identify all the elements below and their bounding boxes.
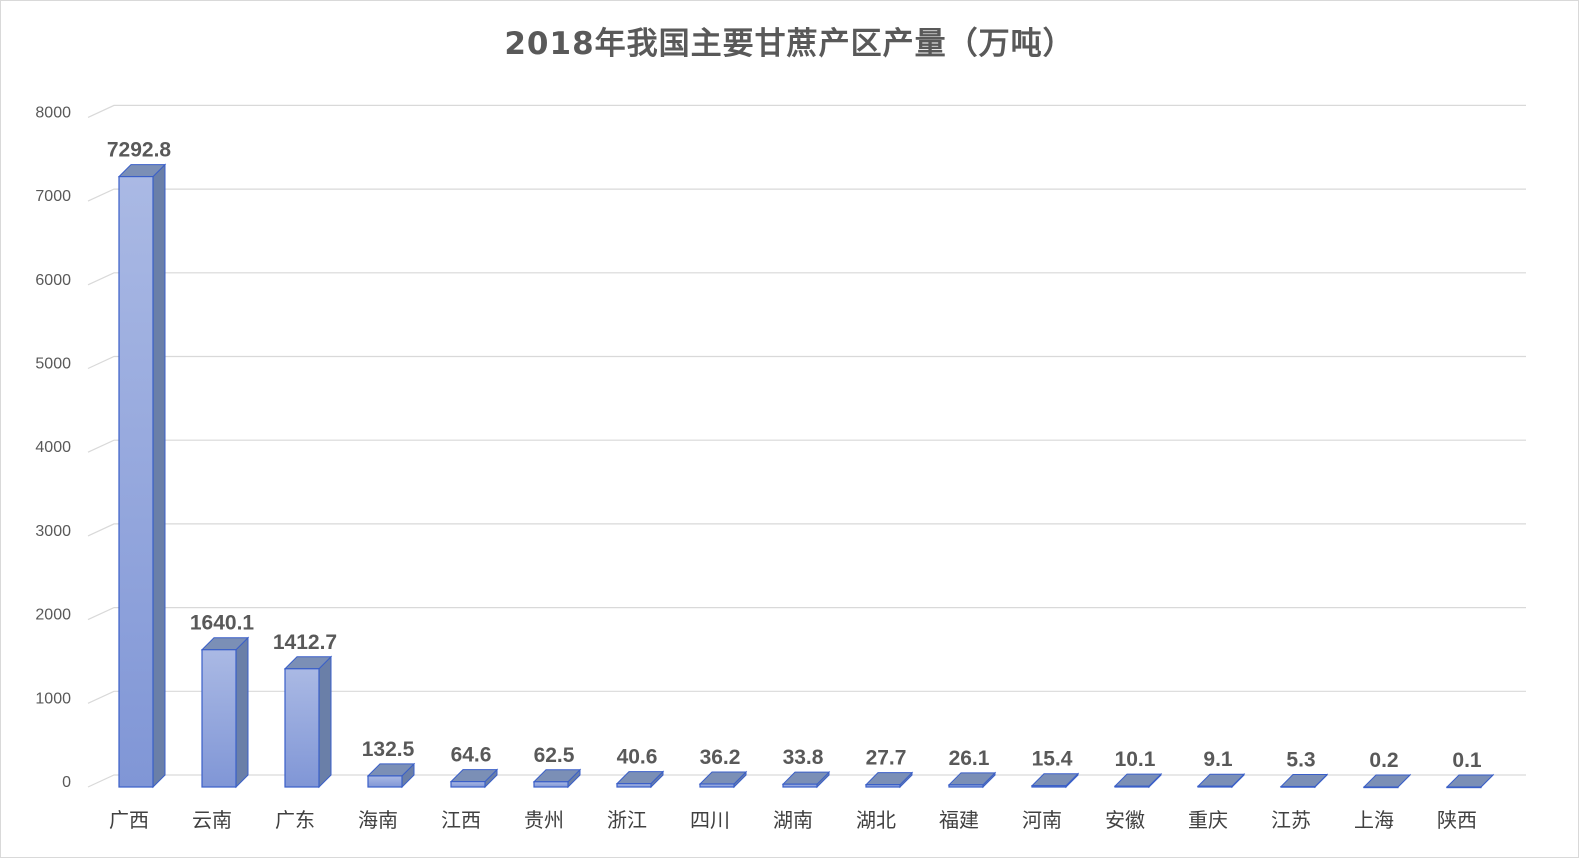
x-tick-label: 海南 <box>358 808 398 832</box>
x-tick-label: 湖南 <box>773 808 813 832</box>
bar <box>615 770 665 789</box>
data-label: 5.3 <box>1286 749 1315 772</box>
y-tick-label: 7000 <box>35 188 71 205</box>
data-label: 1640.1 <box>190 612 255 635</box>
x-tick-label: 上海 <box>1354 808 1394 832</box>
bar <box>1279 773 1329 789</box>
gridline <box>87 690 1526 704</box>
x-tick-label: 江西 <box>441 808 481 832</box>
bar <box>283 655 333 789</box>
x-tick-label: 河南 <box>1022 808 1062 832</box>
data-label: 33.8 <box>783 746 824 769</box>
y-tick-label: 5000 <box>35 356 71 373</box>
bar <box>781 770 831 789</box>
bar <box>1445 773 1495 789</box>
x-tick-label: 贵州 <box>524 808 564 832</box>
data-label: 132.5 <box>362 738 415 761</box>
x-tick-label: 云南 <box>192 808 232 832</box>
data-label: 36.2 <box>700 746 741 769</box>
gridline <box>87 523 1526 537</box>
bar <box>1196 773 1246 789</box>
y-tick-label: 6000 <box>35 272 71 289</box>
bar <box>366 762 416 789</box>
data-label: 40.6 <box>617 746 658 769</box>
data-label: 10.1 <box>1115 748 1156 771</box>
bar <box>864 771 914 789</box>
data-label: 1412.7 <box>273 631 337 654</box>
y-tick-label: 1000 <box>35 690 71 707</box>
x-tick-label: 陕西 <box>1437 808 1477 832</box>
x-tick-label: 四川 <box>690 808 730 832</box>
bar <box>1362 773 1412 789</box>
data-label: 15.4 <box>1032 748 1073 771</box>
data-label: 9.1 <box>1203 748 1233 771</box>
bar <box>1030 772 1080 789</box>
gridline <box>87 355 1526 370</box>
gridline <box>87 104 1526 118</box>
bar <box>117 163 167 789</box>
gridline <box>87 188 1526 202</box>
y-tick-label: 2000 <box>35 607 71 624</box>
bar <box>698 770 748 789</box>
y-tick-label: 4000 <box>35 439 71 456</box>
x-axis: 广西 云南 广东 海南 江西 贵州 浙江 四川 湖南 湖北 福建 河南 安徽 重庆 江苏 上海 陕西 <box>109 808 1477 832</box>
chart-title: 2018年我国主要甘蔗产区产量（万吨） <box>504 26 1075 62</box>
bar <box>947 771 997 789</box>
y-axis: 0 1000 2000 3000 4000 5000 6000 7000 8000 <box>35 104 71 791</box>
data-label: 64.6 <box>451 744 492 767</box>
y-tick-label: 3000 <box>35 523 71 540</box>
gridline <box>87 607 1526 621</box>
data-label: 7292.8 <box>107 139 172 162</box>
x-tick-label: 重庆 <box>1188 808 1228 832</box>
x-tick-label: 江苏 <box>1271 808 1311 832</box>
x-tick-label: 安徽 <box>1105 808 1145 832</box>
bar <box>1113 772 1163 789</box>
data-labels: 7292.8 1640.1 1412.7 132.5 64.6 62.5 40.6 36.2 3… <box>107 139 1482 772</box>
data-label: 26.1 <box>949 747 990 770</box>
x-tick-label: 湖北 <box>856 808 896 832</box>
data-label: 0.1 <box>1452 749 1482 772</box>
bar <box>449 768 499 789</box>
gridline <box>87 272 1526 286</box>
gridline <box>87 439 1526 453</box>
bars <box>117 163 1495 789</box>
y-tick-label: 8000 <box>35 104 71 121</box>
x-tick-label: 福建 <box>939 808 979 832</box>
bar <box>532 768 582 789</box>
data-label: 62.5 <box>534 744 575 767</box>
x-tick-label: 浙江 <box>607 808 647 832</box>
x-tick-label: 广东 <box>275 808 315 832</box>
y-tick-label: 0 <box>62 774 71 791</box>
x-tick-label: 广西 <box>109 808 149 832</box>
bar <box>200 636 250 789</box>
data-label: 27.7 <box>866 747 907 770</box>
gridlines <box>87 104 1526 788</box>
data-label: 0.2 <box>1369 749 1398 772</box>
